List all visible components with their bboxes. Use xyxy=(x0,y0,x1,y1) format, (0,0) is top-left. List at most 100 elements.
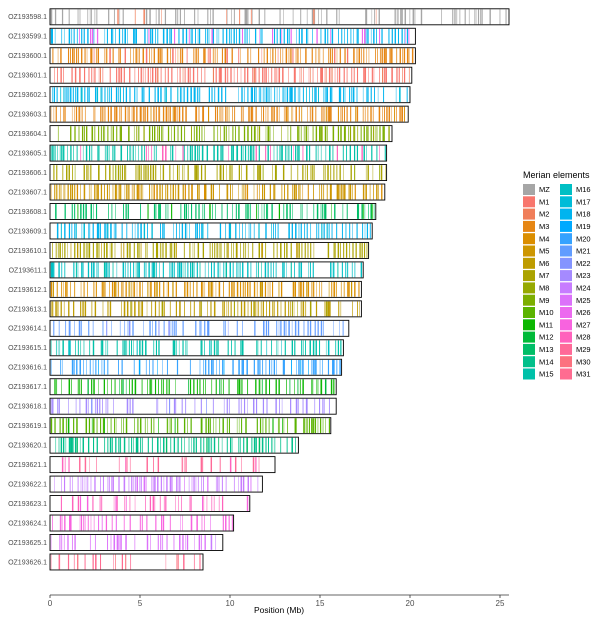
band-OZ193601.1 xyxy=(295,67,296,83)
band-OZ193606.1 xyxy=(155,165,157,180)
band-OZ193613.1 xyxy=(305,301,307,317)
legend-label: M16 xyxy=(576,185,591,194)
band-OZ193607.1 xyxy=(373,184,374,200)
band-OZ193603.1 xyxy=(141,106,143,122)
band-OZ193606.1 xyxy=(143,165,145,180)
band-OZ193602.1 xyxy=(276,87,278,103)
band-OZ193611.1 xyxy=(137,262,139,278)
band-OZ193611.1 xyxy=(341,262,343,278)
band-OZ193617.1 xyxy=(163,379,164,395)
band-OZ193608.1 xyxy=(232,204,233,219)
band-OZ193601.1 xyxy=(151,67,154,83)
band-OZ193609.1 xyxy=(140,223,142,239)
band-OZ193605.1 xyxy=(182,145,184,161)
band-OZ193616.1 xyxy=(222,359,224,375)
band-OZ193602.1 xyxy=(125,87,128,103)
band-OZ193611.1 xyxy=(236,262,238,278)
band-OZ193602.1 xyxy=(270,87,272,103)
band-OZ193620.1 xyxy=(206,437,208,453)
band-OZ193624.1 xyxy=(101,515,103,531)
band-OZ193599.1 xyxy=(205,28,207,44)
band-OZ193616.1 xyxy=(60,359,61,375)
band-OZ193605.1 xyxy=(201,145,204,161)
band-OZ193601.1 xyxy=(356,67,359,83)
band-OZ193618.1 xyxy=(307,398,308,414)
band-OZ193600.1 xyxy=(389,48,391,64)
chromosome-OZ193613.1 xyxy=(49,300,362,318)
band-OZ193610.1 xyxy=(276,243,278,258)
band-OZ193625.1 xyxy=(179,535,181,550)
band-OZ193617.1 xyxy=(297,379,299,395)
band-OZ193613.1 xyxy=(161,301,164,317)
band-OZ193613.1 xyxy=(266,301,267,317)
band-OZ193613.1 xyxy=(357,301,358,317)
band-OZ193601.1 xyxy=(308,67,310,83)
legend-swatch-M6 xyxy=(523,257,535,269)
band-OZ193618.1 xyxy=(50,398,52,414)
band-OZ193609.1 xyxy=(143,223,146,239)
band-OZ193603.1 xyxy=(350,106,352,122)
band-OZ193609.1 xyxy=(291,223,293,239)
band-OZ193602.1 xyxy=(258,87,260,103)
band-OZ193603.1 xyxy=(131,106,133,122)
band-OZ193601.1 xyxy=(244,67,246,83)
band-OZ193605.1 xyxy=(379,145,380,161)
chromosome-label: OZ193598.1 xyxy=(8,14,47,21)
band-OZ193599.1 xyxy=(226,28,228,44)
band-OZ193610.1 xyxy=(114,243,116,258)
band-OZ193613.1 xyxy=(274,301,275,317)
band-OZ193616.1 xyxy=(242,359,244,375)
band-OZ193624.1 xyxy=(231,515,233,531)
band-OZ193613.1 xyxy=(210,301,212,317)
band-OZ193609.1 xyxy=(196,223,198,239)
band-OZ193602.1 xyxy=(367,87,369,103)
band-OZ193610.1 xyxy=(233,243,234,258)
band-OZ193612.1 xyxy=(139,281,141,297)
band-OZ193622.1 xyxy=(80,476,82,492)
band-OZ193601.1 xyxy=(396,67,398,83)
band-OZ193602.1 xyxy=(225,87,227,103)
band-OZ193607.1 xyxy=(302,184,304,200)
band-OZ193619.1 xyxy=(319,418,322,434)
band-OZ193606.1 xyxy=(290,165,292,180)
band-OZ193608.1 xyxy=(368,204,369,219)
band-OZ193617.1 xyxy=(111,379,112,395)
band-OZ193610.1 xyxy=(197,243,200,258)
band-OZ193618.1 xyxy=(314,398,316,414)
band-OZ193605.1 xyxy=(213,145,215,161)
band-OZ193625.1 xyxy=(166,535,168,550)
band-OZ193623.1 xyxy=(202,496,203,511)
band-OZ193619.1 xyxy=(125,418,128,434)
band-OZ193604.1 xyxy=(196,126,198,142)
band-OZ193611.1 xyxy=(308,262,310,278)
x-tick-label: 0 xyxy=(48,599,53,608)
band-OZ193618.1 xyxy=(156,398,157,414)
band-OZ193612.1 xyxy=(278,281,280,297)
band-OZ193615.1 xyxy=(327,340,330,356)
band-OZ193604.1 xyxy=(91,126,94,142)
legend-swatch-M10 xyxy=(523,307,535,318)
band-OZ193614.1 xyxy=(263,320,265,336)
chromosome-label: OZ193617.1 xyxy=(8,384,47,391)
band-OZ193607.1 xyxy=(274,184,276,200)
band-OZ193607.1 xyxy=(112,184,114,200)
band-OZ193626.1 xyxy=(193,554,195,570)
band-OZ193607.1 xyxy=(365,184,367,200)
band-OZ193615.1 xyxy=(182,340,184,356)
band-OZ193618.1 xyxy=(58,398,60,414)
band-OZ193617.1 xyxy=(317,379,319,395)
band-OZ193601.1 xyxy=(142,67,144,83)
band-OZ193610.1 xyxy=(146,243,148,258)
band-OZ193614.1 xyxy=(92,320,94,336)
band-OZ193602.1 xyxy=(343,87,345,103)
band-OZ193615.1 xyxy=(276,340,277,356)
band-OZ193622.1 xyxy=(194,476,195,492)
band-OZ193601.1 xyxy=(353,67,355,83)
band-OZ193602.1 xyxy=(221,87,223,103)
band-OZ193600.1 xyxy=(363,48,365,64)
band-OZ193605.1 xyxy=(228,145,229,161)
band-OZ193623.1 xyxy=(152,496,155,511)
band-OZ193602.1 xyxy=(274,87,276,103)
band-OZ193602.1 xyxy=(286,87,289,103)
band-OZ193614.1 xyxy=(119,320,121,336)
